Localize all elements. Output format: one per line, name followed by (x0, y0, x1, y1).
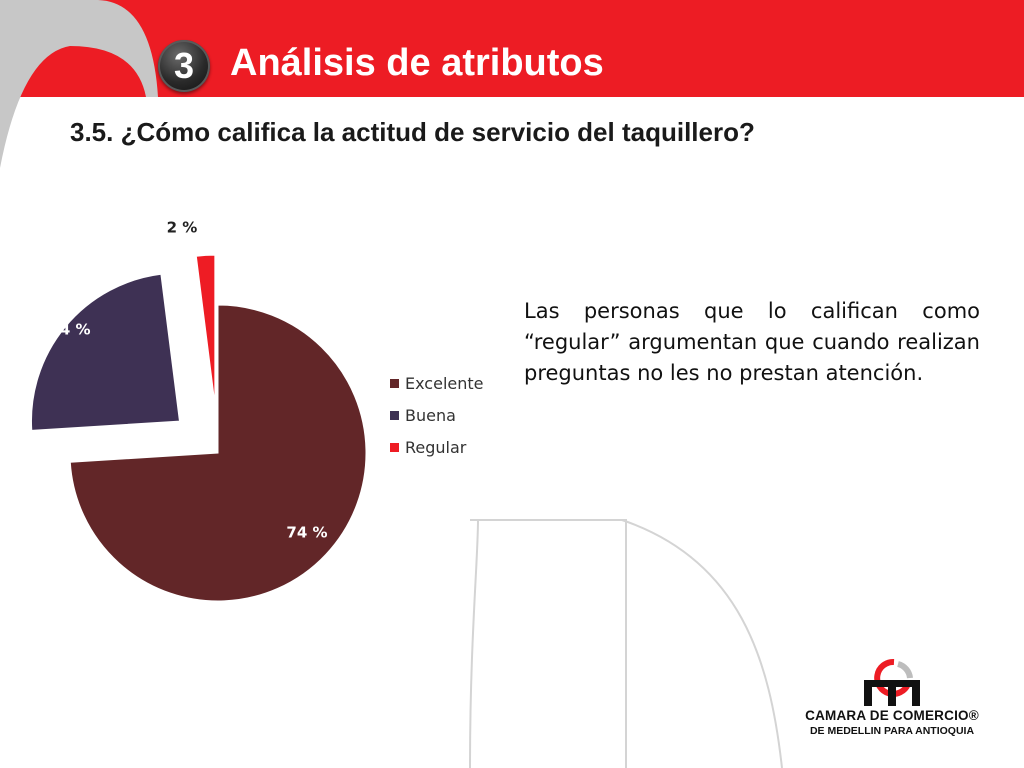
pie-slice-buena (31, 274, 179, 430)
data-label-excelente: 74 % (286, 524, 327, 542)
pie-slice-regular (196, 255, 215, 403)
data-label-regular: 2 % (167, 219, 198, 237)
comment-text: Las personas que lo califican como “regu… (524, 296, 980, 389)
legend-label-regular: Regular (405, 438, 466, 457)
chart-legend: Excelente Buena Regular (390, 367, 483, 463)
legend-swatch-excelente (390, 379, 399, 388)
camara-comercio-logo: CAMARA DE COMERCIO® DE MEDELLIN PARA ANT… (796, 658, 988, 742)
logo-mark-icon (856, 658, 928, 708)
legend-item-buena: Buena (390, 399, 483, 431)
legend-swatch-buena (390, 411, 399, 420)
legend-item-excelente: Excelente (390, 367, 483, 399)
legend-item-regular: Regular (390, 431, 483, 463)
logo-text-line2: DE MEDELLIN PARA ANTIOQUIA (796, 725, 988, 737)
legend-label-buena: Buena (405, 406, 456, 425)
data-label-buena: 24 % (49, 321, 90, 339)
legend-label-excelente: Excelente (405, 374, 483, 393)
legend-swatch-regular (390, 443, 399, 452)
logo-text-line1: CAMARA DE COMERCIO® (796, 708, 988, 723)
